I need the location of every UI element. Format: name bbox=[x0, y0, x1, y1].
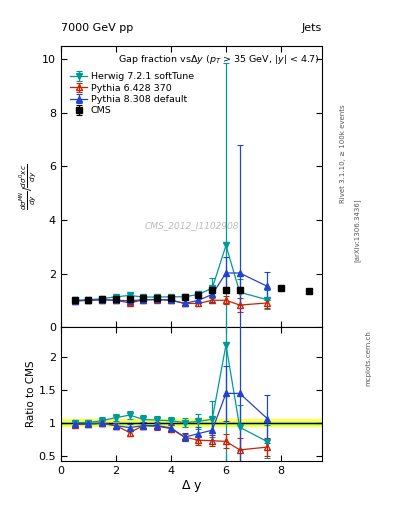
Y-axis label: $\frac{d\sigma^{MN}}{dy}$/$\frac{d\sigma^0xc}{dy}$: $\frac{d\sigma^{MN}}{dy}$/$\frac{d\sigma… bbox=[19, 163, 39, 209]
Text: CMS_2012_I1102908: CMS_2012_I1102908 bbox=[144, 221, 239, 230]
Y-axis label: Ratio to CMS: Ratio to CMS bbox=[26, 360, 36, 427]
Text: [arXiv:1306.3436]: [arXiv:1306.3436] bbox=[354, 199, 360, 262]
Text: Rivet 3.1.10, ≥ 100k events: Rivet 3.1.10, ≥ 100k events bbox=[340, 104, 346, 203]
Text: mcplots.cern.ch: mcplots.cern.ch bbox=[365, 330, 371, 387]
Bar bbox=[61, 421, 322, 423]
Text: Gap fraction vs$\Delta y$ ($p_T$ > 35 GeV, $|y|$ < 4.7): Gap fraction vs$\Delta y$ ($p_T$ > 35 Ge… bbox=[118, 53, 320, 66]
Text: Jets: Jets bbox=[302, 23, 322, 33]
Text: 7000 GeV pp: 7000 GeV pp bbox=[61, 23, 133, 33]
X-axis label: $\Delta$ y: $\Delta$ y bbox=[181, 478, 202, 495]
Bar bbox=[61, 419, 322, 426]
Legend: Herwig 7.2.1 softTune, Pythia 6.428 370, Pythia 8.308 default, CMS: Herwig 7.2.1 softTune, Pythia 6.428 370,… bbox=[68, 71, 196, 117]
